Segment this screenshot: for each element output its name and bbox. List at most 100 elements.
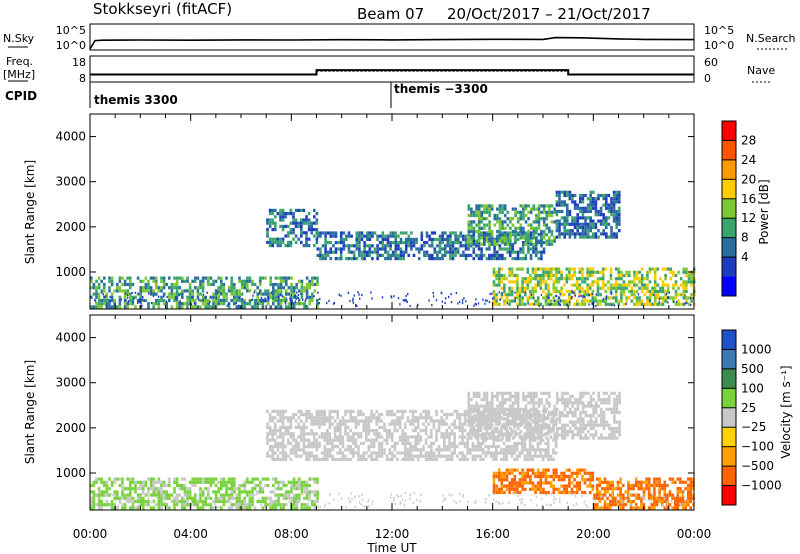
echo-cell (613, 417, 616, 421)
echo-cell (381, 241, 385, 245)
echo-cell (284, 416, 287, 420)
echo-cell (425, 250, 429, 254)
echo-cell (490, 407, 494, 411)
echo-cell (196, 305, 200, 309)
echo-cell (547, 438, 550, 442)
echo-cell (294, 451, 298, 455)
echo-cell (269, 295, 272, 299)
echo-cell (409, 454, 412, 458)
echo-cell (522, 420, 525, 424)
echo-cell (597, 414, 601, 418)
echo-cell (308, 493, 311, 497)
echo-cell (279, 305, 283, 309)
echo-cell (214, 302, 218, 306)
echo-cell (664, 283, 667, 287)
echo-cell (584, 216, 587, 220)
echo-cell (522, 236, 525, 240)
echo-cell (552, 302, 556, 306)
echo-cell (472, 407, 476, 411)
echo-cell (540, 414, 543, 418)
echo-cell (315, 441, 319, 445)
echo-cell (581, 277, 584, 281)
echo-cell (463, 435, 467, 439)
echo-cell (586, 225, 590, 230)
echo-cell (617, 277, 621, 281)
echo-cell (659, 286, 662, 290)
echo-cell (144, 276, 148, 280)
echo-cell (576, 216, 579, 220)
noise-cell (296, 291, 298, 294)
echo-cell (401, 413, 404, 417)
echo-cell (578, 289, 582, 294)
echo-cell (514, 420, 517, 424)
echo-cell (529, 273, 532, 278)
echo-cell (480, 420, 484, 424)
echo-cell (479, 425, 482, 429)
echo-cell (300, 221, 303, 225)
echo-cell (402, 253, 405, 257)
echo-cell (646, 299, 649, 303)
echo-cell (506, 391, 510, 395)
echo-cell (399, 241, 403, 245)
echo-cell (147, 490, 150, 494)
echo-cell (480, 231, 483, 235)
echo-cell (602, 436, 606, 440)
echo-cell (502, 457, 506, 461)
echo-cell (563, 423, 567, 427)
echo-cell (209, 480, 213, 484)
echo-cell (501, 223, 504, 227)
echo-cell (384, 250, 387, 254)
echo-cell (437, 448, 441, 452)
echo-cell (515, 441, 519, 445)
echo-cell (214, 496, 218, 500)
echo-cell (149, 477, 153, 481)
echo-cell (495, 451, 498, 455)
echo-cell (532, 404, 536, 408)
nave-tick-top: 60 (704, 56, 718, 69)
echo-cell (157, 477, 161, 481)
echo-cell (521, 299, 524, 303)
echo-cell (653, 286, 657, 290)
echo-cell (97, 499, 101, 504)
echo-cell (157, 503, 161, 507)
echo-cell (610, 197, 613, 201)
echo-cell (175, 483, 179, 488)
echo-cell (531, 445, 534, 449)
echo-cell (352, 448, 355, 452)
echo-cell (497, 478, 501, 482)
echo-cell (475, 207, 478, 211)
echo-cell (594, 200, 598, 204)
echo-cell (391, 432, 394, 436)
echo-cell (181, 487, 184, 491)
echo-cell (333, 445, 337, 449)
echo-cell (613, 436, 616, 440)
echo-cell (545, 417, 549, 421)
echo-cell (627, 280, 631, 284)
echo-cell (521, 283, 524, 287)
echo-cell (489, 419, 493, 423)
echo-cell (592, 398, 595, 402)
echo-cell (646, 273, 649, 278)
echo-cell (191, 279, 194, 283)
echo-cell (323, 432, 326, 436)
noise-cell (264, 300, 266, 303)
echo-cell (274, 282, 278, 287)
echo-cell (575, 277, 579, 281)
echo-cell (581, 430, 585, 434)
echo-cell (544, 490, 548, 495)
echo-cell (488, 239, 491, 243)
echo-cell (248, 503, 252, 507)
echo-cell (480, 210, 484, 214)
echo-cell (388, 409, 391, 413)
echo-cell (108, 276, 111, 280)
echo-cell (542, 296, 545, 300)
echo-cell (555, 391, 559, 395)
noise-cell (304, 299, 306, 302)
echo-cell (194, 286, 197, 290)
echo-cell (357, 413, 360, 417)
echo-cell (592, 423, 595, 427)
echo-cell (600, 423, 603, 427)
echo-cell (579, 206, 582, 210)
echo-cell (376, 257, 379, 261)
